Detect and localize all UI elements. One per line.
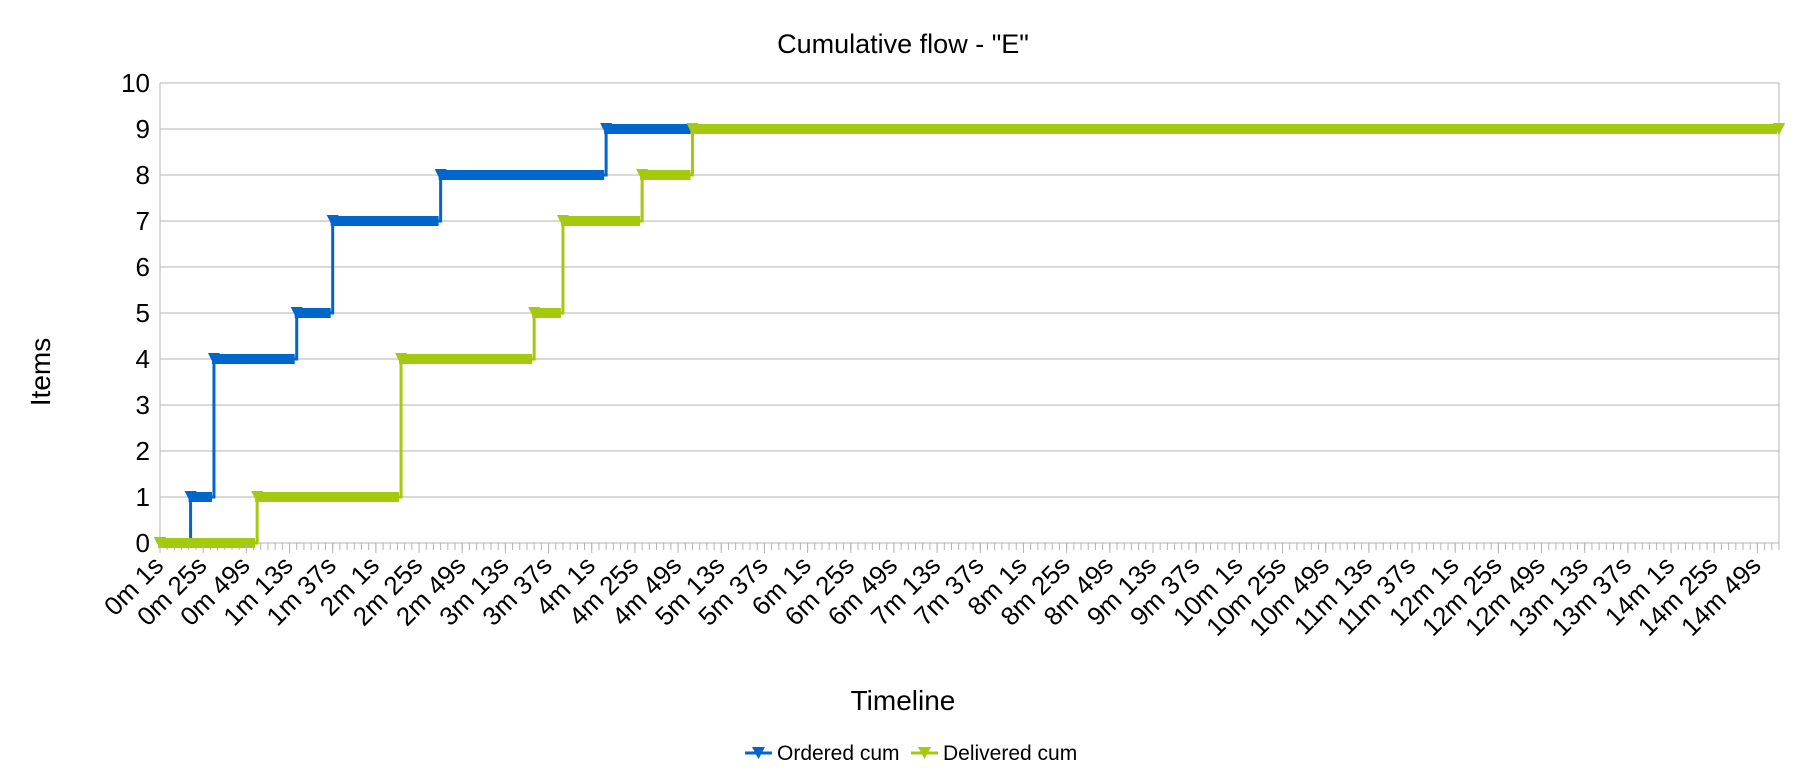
x-axis-title: Timeline <box>851 685 956 716</box>
y-axis-ticks: 0 1 2 3 4 5 6 7 8 9 10 <box>121 68 150 558</box>
series-marker-band <box>399 354 533 364</box>
data-point <box>556 215 569 227</box>
y-tick-label: 9 <box>136 114 150 144</box>
series-marker-band <box>560 216 641 226</box>
data-point <box>434 169 447 181</box>
y-tick-label: 0 <box>136 528 150 558</box>
data-point <box>686 123 699 135</box>
y-tick-label: 4 <box>136 344 150 374</box>
y-tick-label: 10 <box>121 68 150 98</box>
series-marker-band <box>532 308 561 318</box>
data-point <box>326 215 339 227</box>
data-point <box>636 169 649 181</box>
y-tick-label: 7 <box>136 206 150 236</box>
legend-item-delivered-cum: Delivered cum <box>911 742 1077 765</box>
series-delivered-cum <box>154 123 1785 549</box>
y-tick-label: 6 <box>136 252 150 282</box>
y-tick-label: 5 <box>136 298 150 328</box>
data-point <box>207 353 220 365</box>
series-layer <box>154 123 1785 549</box>
data-point <box>251 491 264 503</box>
legend-item-ordered-cum: Ordered cum <box>745 742 900 765</box>
data-point <box>528 307 541 319</box>
data-point <box>290 307 303 319</box>
y-tick-label: 1 <box>136 482 150 512</box>
data-point <box>1773 123 1785 135</box>
series-marker-band <box>330 216 439 226</box>
legend: Ordered cum Delivered cum <box>745 742 1077 765</box>
legend-label: Delivered cum <box>943 742 1077 765</box>
data-point <box>600 123 613 135</box>
legend-marker <box>752 747 765 759</box>
series-marker-band <box>211 354 295 364</box>
legend-label: Ordered cum <box>777 742 900 765</box>
y-tick-label: 3 <box>136 390 150 420</box>
series-marker-band <box>158 538 256 548</box>
x-minor-ticks <box>159 543 1780 550</box>
series-marker-band <box>690 124 1777 134</box>
chart-title: Cumulative flow - "E" <box>777 29 1029 59</box>
data-point <box>395 353 408 365</box>
series-marker-band <box>438 170 605 180</box>
series-marker-band <box>255 492 400 502</box>
series-marker-band <box>294 308 331 318</box>
legend-marker <box>918 747 931 759</box>
data-point <box>184 491 197 503</box>
y-tick-label: 8 <box>136 160 150 190</box>
series-marker-band <box>188 492 212 502</box>
y-tick-label: 2 <box>136 436 150 466</box>
y-axis-title: Items <box>25 338 56 406</box>
series-marker-band <box>640 170 691 180</box>
